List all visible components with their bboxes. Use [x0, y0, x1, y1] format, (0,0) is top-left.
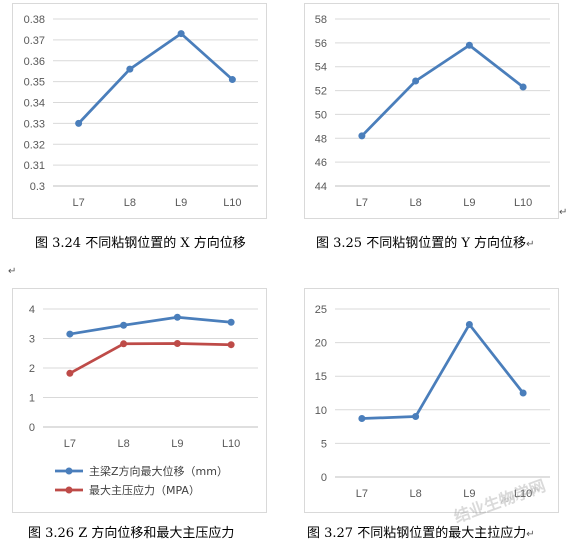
series-line — [69, 315, 232, 336]
data-point — [465, 41, 473, 49]
y-tick-label: 58 — [315, 14, 327, 26]
chart-y-displacement-svg: 44 46 48 50 52 54 56 58 L7 L8 L9 L10 — [315, 14, 550, 209]
y-tick-label: 0.33 — [24, 118, 45, 130]
caption-text: 图 3.25 不同粘钢位置的 Y 方向位移 — [316, 236, 527, 251]
y-tick-label: 48 — [315, 133, 327, 145]
return-mark: ↵ — [526, 239, 535, 250]
caption-text: 图 3.26 Z 方向位移和最大主压应力 — [28, 526, 235, 541]
x-tick-label: L10 — [514, 488, 532, 500]
y-tick-label: 0.36 — [24, 56, 45, 68]
y-tick-label: 44 — [315, 181, 327, 193]
chart-max-tension-stress-svg: 0 5 10 15 20 25 L7 L8 L9 L10 — [315, 304, 550, 500]
x-tick-label: L7 — [356, 488, 368, 500]
data-point — [173, 340, 181, 348]
x-tick-label: L7 — [64, 438, 76, 450]
y-tick-label: 4 — [29, 304, 35, 316]
y-tick-label: 0.31 — [24, 160, 45, 172]
data-point — [358, 415, 366, 423]
data-point — [66, 369, 74, 377]
y-tick-label: 52 — [315, 86, 327, 98]
y-tick-label: 1 — [29, 393, 35, 405]
x-tick-label: L9 — [175, 197, 187, 209]
series-line — [77, 32, 234, 125]
chart-max-tension-stress: 0 5 10 15 20 25 L7 L8 L9 L10 — [304, 288, 559, 513]
caption-figure-3-27: 图 3.27 不同粘钢位置的最大主拉应力↵ — [307, 522, 535, 541]
y-tick-label: 0.38 — [24, 14, 45, 26]
chart-x-displacement: 0.3 0.31 0.32 0.33 0.34 0.35 0.36 0.37 0.38 L7 L8 L… — [12, 3, 267, 219]
return-mark: ↵ — [8, 266, 17, 277]
data-point — [126, 65, 134, 73]
y-tick-label: 54 — [315, 62, 327, 74]
data-point — [75, 119, 83, 127]
legend-swatch-marker — [65, 486, 73, 494]
chart-x-displacement-svg: 0.3 0.31 0.32 0.33 0.34 0.35 0.36 0.37 0.38 L7 L8 L… — [24, 14, 258, 209]
data-point — [173, 313, 181, 321]
data-point — [465, 320, 473, 328]
series-line — [69, 342, 232, 375]
data-point — [412, 77, 420, 85]
x-tick-label: L7 — [356, 197, 368, 209]
data-point — [412, 413, 420, 421]
y-tick-label: 50 — [315, 109, 327, 121]
y-tick-label: 5 — [321, 438, 327, 450]
chart-y-displacement: 44 46 48 50 52 54 56 58 L7 L8 L9 L10 — [304, 3, 559, 219]
y-tick-label: 15 — [315, 371, 327, 383]
data-point — [227, 341, 235, 349]
caption-text: 图 3.24 不同粘钢位置的 X 方向位移 — [35, 236, 246, 251]
x-tick-label: L9 — [171, 438, 183, 450]
y-tick-label: 0.3 — [30, 181, 45, 193]
series-line — [361, 323, 525, 420]
return-mark: ↵ — [559, 207, 568, 218]
legend-label: 最大主压应力（MPA） — [89, 483, 200, 497]
y-tick-label: 0.32 — [24, 139, 45, 151]
data-point — [228, 76, 236, 84]
caption-figure-3-26: 图 3.26 Z 方向位移和最大主压应力 — [28, 522, 234, 541]
legend-swatch-marker — [65, 467, 73, 475]
y-tick-label: 0.37 — [24, 35, 45, 47]
y-tick-label: 0 — [29, 422, 35, 434]
data-point — [227, 318, 235, 326]
chart-z-displacement-compression: 0 1 2 3 4 L7 L8 L9 L10 主梁Z方向最大位移（mm） 最大主压应力（MPA） — [12, 288, 267, 513]
data-point — [177, 30, 185, 38]
y-tick-label: 20 — [315, 338, 327, 350]
chart-z-displacement-compression-svg: 0 1 2 3 4 L7 L8 L9 L10 主梁Z方向最大位移（mm） 最大主压应力（MPA） — [29, 304, 258, 497]
legend-label: 主梁Z方向最大位移（mm） — [89, 464, 228, 478]
x-tick-label: L8 — [118, 438, 130, 450]
y-tick-label: 2 — [29, 363, 35, 375]
x-tick-label: L8 — [410, 197, 422, 209]
data-point — [519, 83, 527, 91]
data-point — [66, 330, 74, 338]
y-tick-label: 46 — [315, 157, 327, 169]
x-tick-label: L9 — [463, 488, 475, 500]
y-tick-label: 0.35 — [24, 77, 45, 89]
y-tick-label: 10 — [315, 405, 327, 417]
data-point — [358, 132, 366, 140]
x-tick-label: L10 — [222, 438, 240, 450]
data-point — [120, 321, 128, 329]
series-line — [360, 43, 524, 137]
x-tick-label: L8 — [410, 488, 422, 500]
y-tick-label: 3 — [29, 334, 35, 346]
x-tick-label: L8 — [124, 197, 136, 209]
y-tick-label: 0.34 — [24, 98, 45, 110]
data-point — [519, 389, 527, 397]
return-mark: ↵ — [526, 529, 535, 540]
x-tick-label: L9 — [463, 197, 475, 209]
caption-text: 图 3.27 不同粘钢位置的最大主拉应力 — [307, 526, 527, 541]
caption-figure-3-24: 图 3.24 不同粘钢位置的 X 方向位移 — [35, 232, 246, 251]
x-tick-label: L10 — [223, 197, 241, 209]
data-point — [120, 340, 128, 348]
x-tick-label: L7 — [73, 197, 85, 209]
y-tick-label: 25 — [315, 304, 327, 316]
caption-figure-3-25: 图 3.25 不同粘钢位置的 Y 方向位移↵ — [316, 232, 534, 251]
x-tick-label: L10 — [514, 197, 532, 209]
y-tick-label: 0 — [321, 472, 327, 484]
y-tick-label: 56 — [315, 38, 327, 50]
